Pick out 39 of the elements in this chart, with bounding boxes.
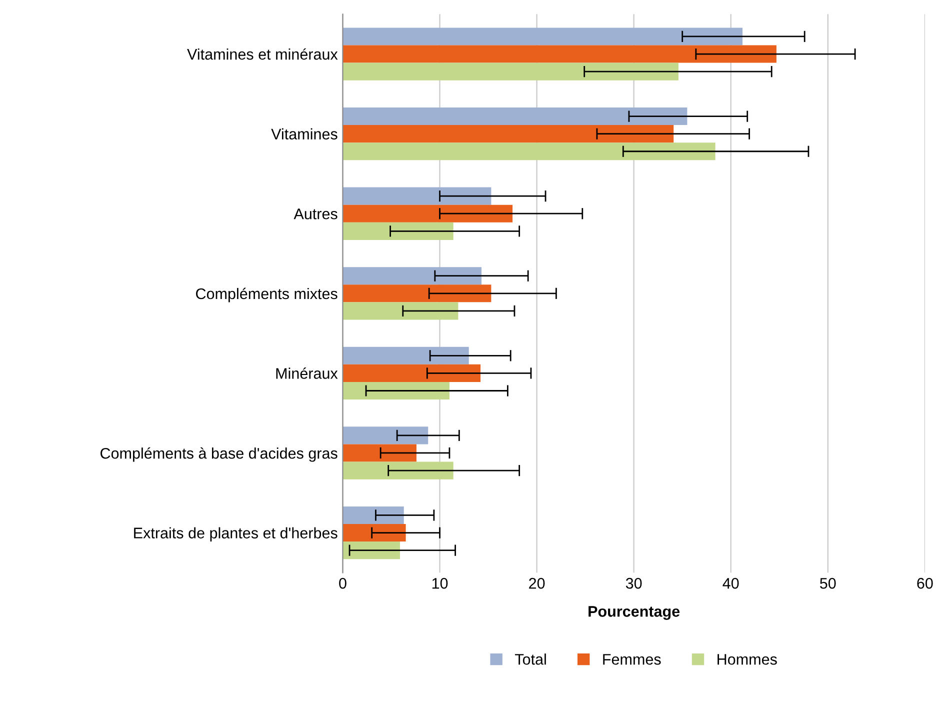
bar bbox=[342, 187, 492, 205]
bar bbox=[342, 506, 404, 524]
legend-label: Hommes bbox=[718, 654, 777, 665]
y-tick-label: Minéraux bbox=[276, 367, 338, 379]
bar bbox=[342, 204, 513, 222]
bar bbox=[342, 462, 454, 480]
bar bbox=[342, 28, 742, 46]
bar bbox=[342, 284, 492, 302]
bar bbox=[342, 542, 400, 560]
x-tick-label: 0 bbox=[339, 578, 346, 589]
bar bbox=[342, 346, 469, 364]
legend-label: Total bbox=[514, 654, 546, 665]
bar bbox=[342, 302, 458, 320]
bar bbox=[342, 107, 688, 126]
y-tick-label: Vitamines et minéraux bbox=[187, 48, 338, 60]
y-tick-label: Compléments à base d'acides gras bbox=[100, 447, 338, 462]
bar bbox=[342, 426, 428, 444]
bar bbox=[342, 45, 776, 63]
y-tick-label: Extraits de plantes et d'herbes bbox=[134, 527, 338, 542]
bar bbox=[342, 267, 482, 285]
x-tick-label: 10 bbox=[432, 578, 448, 589]
x-tick-label: 50 bbox=[820, 578, 836, 589]
legend-label: Femmes bbox=[603, 654, 661, 665]
x-tick-label: 40 bbox=[722, 578, 739, 589]
x-tick-label: 20 bbox=[529, 578, 545, 589]
bar bbox=[342, 382, 450, 400]
bar bbox=[342, 62, 678, 80]
bar bbox=[342, 524, 406, 542]
bar bbox=[342, 142, 716, 160]
y-tick-label: Compléments mixtes bbox=[196, 288, 338, 302]
y-tick-label: Autres bbox=[294, 208, 338, 220]
bar bbox=[342, 444, 416, 462]
y-tick-label: Vitamines bbox=[271, 128, 338, 140]
x-tick-label: 60 bbox=[917, 578, 933, 589]
bar bbox=[342, 125, 674, 143]
bar bbox=[342, 222, 454, 240]
x-tick-label: 30 bbox=[626, 578, 642, 589]
bar bbox=[342, 364, 481, 382]
x-axis-title: Pourcentage bbox=[588, 606, 680, 620]
